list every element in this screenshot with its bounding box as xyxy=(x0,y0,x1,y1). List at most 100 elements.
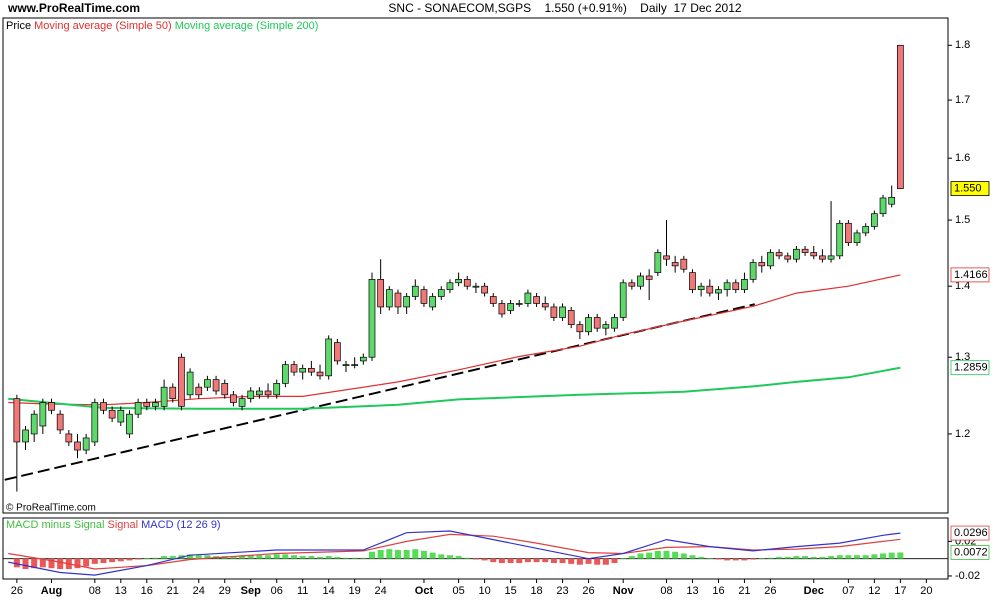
candle-body xyxy=(385,289,393,308)
histogram-bar xyxy=(750,558,757,560)
histogram-bar xyxy=(498,558,505,563)
histogram-bar xyxy=(438,554,445,559)
histogram-bar xyxy=(585,558,592,564)
candle-body xyxy=(325,338,333,377)
histogram-bar xyxy=(273,554,280,559)
histogram-bar xyxy=(334,556,341,559)
candle-body xyxy=(446,282,454,290)
candle-body xyxy=(403,296,410,308)
legend-entry: Signal xyxy=(107,519,138,531)
histogram-bar xyxy=(810,556,817,559)
histogram-bar xyxy=(706,558,713,560)
candle-body xyxy=(559,306,566,318)
candle-body xyxy=(524,292,532,304)
candle-body xyxy=(567,310,575,325)
x-tick-label: 12 xyxy=(868,585,880,597)
candle-body xyxy=(619,282,627,318)
histogram-bar xyxy=(83,558,90,567)
candle-body xyxy=(359,356,367,362)
x-tick-label: 16 xyxy=(141,585,153,597)
histogram-bar xyxy=(230,556,237,559)
histogram-bar xyxy=(204,555,211,559)
histogram-bar xyxy=(420,550,427,559)
histogram-bar xyxy=(715,558,722,560)
histogram-bar xyxy=(100,558,107,563)
histogram-bar xyxy=(732,558,739,561)
candle-body xyxy=(541,303,549,308)
y-tick-label: 1.7 xyxy=(955,94,970,106)
histogram-bar xyxy=(689,555,696,559)
histogram-bar xyxy=(386,549,393,559)
histogram-bar xyxy=(611,558,618,563)
histogram-bar xyxy=(57,558,64,570)
candle-body xyxy=(793,248,800,260)
candle-body xyxy=(108,409,116,419)
candle-body xyxy=(628,282,636,287)
candle-body xyxy=(862,226,870,234)
last-value-box xyxy=(950,525,990,541)
histogram-bar xyxy=(663,550,670,559)
candle-body xyxy=(784,255,792,260)
moving-average xyxy=(8,274,901,406)
candle-body xyxy=(394,292,402,308)
histogram-bar xyxy=(126,558,133,561)
candle-body xyxy=(299,367,307,373)
candle-body xyxy=(507,303,514,311)
candle-body xyxy=(30,413,38,435)
x-tick-label: 14 xyxy=(323,585,335,597)
histogram-bar xyxy=(802,556,809,559)
last-value-label: 0.0072 xyxy=(954,546,988,558)
candle-body xyxy=(351,364,359,366)
macd-panel xyxy=(2,517,949,580)
candle-body xyxy=(160,386,168,407)
x-tick-label: 07 xyxy=(842,585,854,597)
candle-body xyxy=(897,44,904,189)
y-tick-label: -0.02 xyxy=(955,570,980,582)
legend-entry: Moving average (Simple 200) xyxy=(175,20,319,32)
histogram-bar xyxy=(161,556,168,559)
x-tick-label: Oct xyxy=(415,585,434,597)
candle-body xyxy=(247,390,255,400)
candle-body xyxy=(689,272,696,290)
histogram-bar xyxy=(351,557,358,559)
x-tick-label: 08 xyxy=(89,585,101,597)
candle-body xyxy=(810,252,818,257)
x-tick-label: 17 xyxy=(894,585,906,597)
x-tick-label: 11 xyxy=(297,585,308,597)
last-value-label: 1.4166 xyxy=(954,269,988,281)
histogram-bar xyxy=(48,558,55,569)
histogram-bar xyxy=(897,552,904,559)
candle-body xyxy=(879,197,887,215)
x-tick-label: 06 xyxy=(271,585,283,597)
candle-body xyxy=(290,364,298,373)
histogram-bar xyxy=(654,550,661,559)
y-tick-label: 1.3 xyxy=(955,351,970,363)
candle-body xyxy=(186,371,194,396)
histogram-bar xyxy=(594,558,601,565)
candle-body xyxy=(888,196,896,205)
candle-body xyxy=(853,232,861,244)
histogram-bar xyxy=(784,556,791,559)
histogram-bar xyxy=(13,558,20,568)
candle-body xyxy=(845,222,852,244)
histogram-bar xyxy=(152,557,159,559)
histogram-bar xyxy=(646,552,653,559)
x-tick-label: 10 xyxy=(478,585,490,597)
histogram-bar xyxy=(698,556,705,559)
histogram-bar xyxy=(888,552,895,559)
histogram-bar xyxy=(620,558,627,560)
candle-body xyxy=(706,285,714,294)
candle-body xyxy=(411,285,419,297)
histogram-bar xyxy=(135,558,142,560)
candle-body xyxy=(481,285,488,294)
candle-body xyxy=(593,317,601,329)
candle-body xyxy=(22,429,29,443)
candle-body xyxy=(836,222,844,257)
histogram-bar xyxy=(602,558,609,565)
site-logo: www.ProRealTime.com xyxy=(7,1,140,15)
last-value-box xyxy=(950,267,990,283)
candle-body xyxy=(489,296,497,304)
histogram-bar xyxy=(368,551,375,559)
